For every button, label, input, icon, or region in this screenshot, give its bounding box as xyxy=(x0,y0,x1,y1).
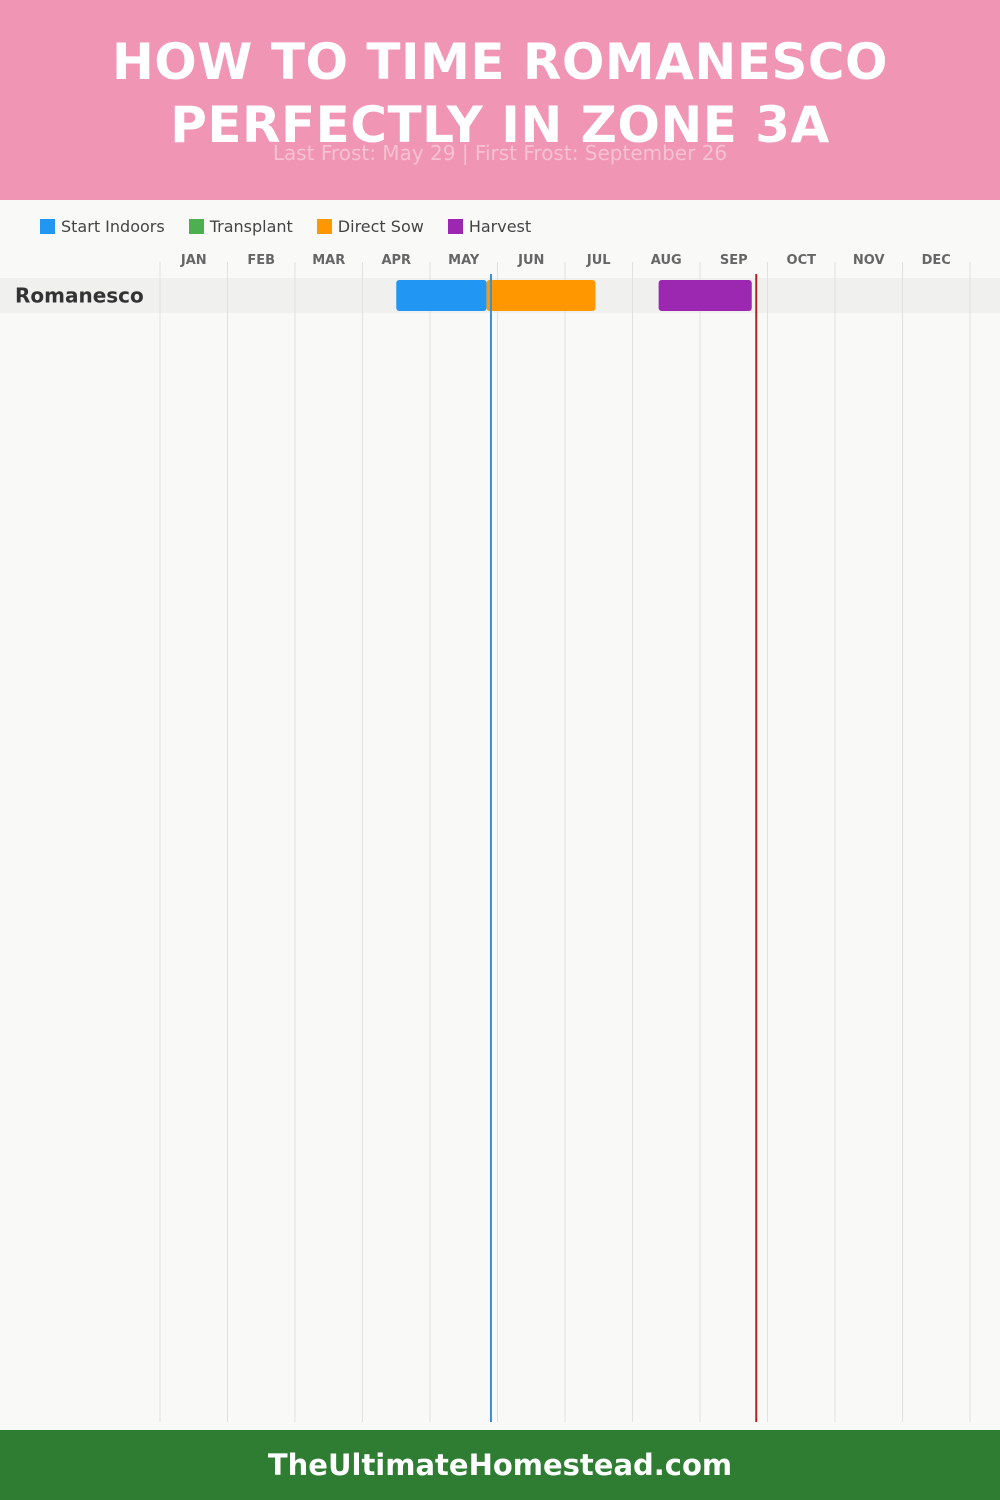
title-banner: HOW TO TIME ROMANESCO PERFECTLY IN ZONE … xyxy=(0,0,1000,200)
bar-harvest xyxy=(658,280,752,311)
legend-swatch-harvest xyxy=(447,218,463,234)
footer-banner: TheUltimateHomestead.com xyxy=(0,1430,1000,1500)
month-label-aug: AUG xyxy=(651,253,682,268)
bar-direct-sow xyxy=(486,280,596,311)
bar-start-indoors xyxy=(396,280,487,311)
website-url[interactable]: TheUltimateHomestead.com xyxy=(267,1448,733,1482)
crop-label: Romanesco xyxy=(15,284,144,308)
title-line-1: HOW TO TIME ROMANESCO xyxy=(111,33,889,91)
legend-item-transplant: Transplant xyxy=(188,216,293,236)
month-label-jun: JUN xyxy=(517,253,544,268)
frost-dates-subtitle: Last Frost: May 29 | First Frost: Septem… xyxy=(272,141,728,165)
legend-label-harvest: Harvest xyxy=(468,216,532,236)
legend-item-start-indoors: Start Indoors xyxy=(40,217,165,236)
month-label-oct: OCT xyxy=(787,253,817,268)
month-label-apr: APR xyxy=(381,253,411,268)
month-label-dec: DEC xyxy=(922,253,951,268)
month-label-nov: NOV xyxy=(853,253,885,268)
legend-swatch-direct-sow xyxy=(316,218,332,234)
legend-label-start-indoors: Start Indoors xyxy=(61,216,165,236)
legend-swatch-start-indoors xyxy=(40,218,55,234)
month-label-jan: JAN xyxy=(180,253,207,268)
legend-swatch-transplant xyxy=(188,218,204,234)
month-label-mar: MAR xyxy=(312,253,345,268)
legend: Start Indoors Transplant Direct Sow Harv… xyxy=(40,214,555,238)
legend-item-direct-sow: Direct Sow xyxy=(316,216,424,236)
month-label-may: MAY xyxy=(448,253,480,268)
legend-label-transplant: Transplant xyxy=(209,216,293,236)
month-label-sep: SEP xyxy=(720,253,748,268)
legend-item-harvest: Harvest xyxy=(447,216,532,236)
legend-label-direct-sow: Direct Sow xyxy=(337,216,424,236)
planting-calendar-chart: JAN FEB MAR APR MAY JUN JUL AUG SEP OCT NOV DEC Roma… xyxy=(0,253,1000,1422)
month-label-jul: JUL xyxy=(586,253,611,268)
title-line-2: PERFECTLY IN ZONE 3A xyxy=(170,96,830,154)
month-label-feb: FEB xyxy=(247,253,275,268)
